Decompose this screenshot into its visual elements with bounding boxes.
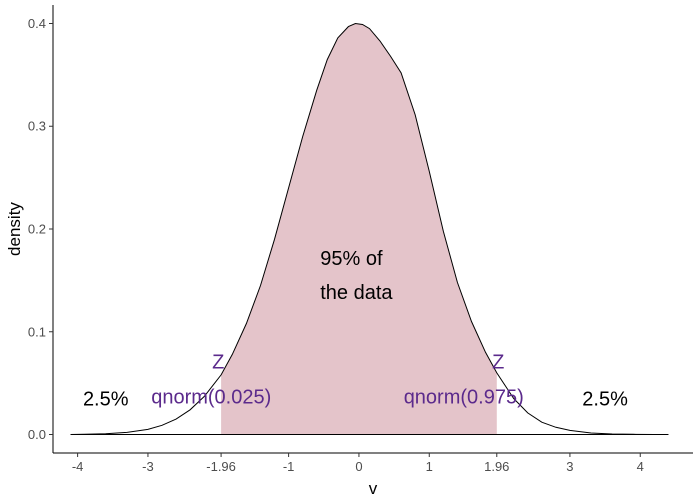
annotation-right-qnorm: qnorm(0.975) [404, 387, 524, 409]
x-tick-label: 3 [566, 459, 573, 474]
y-tick-label: 0.1 [28, 324, 46, 339]
annotation-center-line2: the data [320, 282, 393, 304]
annotation-left-z: Z [212, 352, 224, 374]
annotation-left-tail: 2.5% [83, 389, 129, 411]
shaded-95-region [221, 23, 497, 435]
x-tick-label: 0 [355, 459, 362, 474]
x-tick-label: 1.96 [484, 459, 509, 474]
x-tick-label: -1 [283, 459, 295, 474]
annotation-center-line1: 95% of [320, 248, 383, 270]
y-tick-label: 0.2 [28, 222, 46, 237]
annotation-right-tail: 2.5% [582, 389, 628, 411]
y-axis-title: density [5, 202, 24, 256]
annotation-left-qnorm: qnorm(0.025) [151, 387, 271, 409]
y-tick-label: 0.4 [28, 16, 46, 31]
x-tick-label: 4 [637, 459, 644, 474]
y-tick-label: 0.3 [28, 119, 46, 134]
annotation-right-z: Z [492, 352, 504, 374]
x-tick-label: -1.96 [206, 459, 236, 474]
y-tick-label: 0.0 [28, 427, 46, 442]
density-curve [70, 22, 669, 435]
x-tick-label: 1 [426, 459, 433, 474]
x-tick-label: -3 [142, 459, 154, 474]
plot-area [70, 22, 669, 436]
x-axis-title: v [369, 479, 378, 498]
axes: v density -4 -3 -1.96 -1 0 1 1.96 3 4 0.0 0.1 0.2 0.… [5, 5, 693, 498]
x-tick-label: -4 [72, 459, 84, 474]
